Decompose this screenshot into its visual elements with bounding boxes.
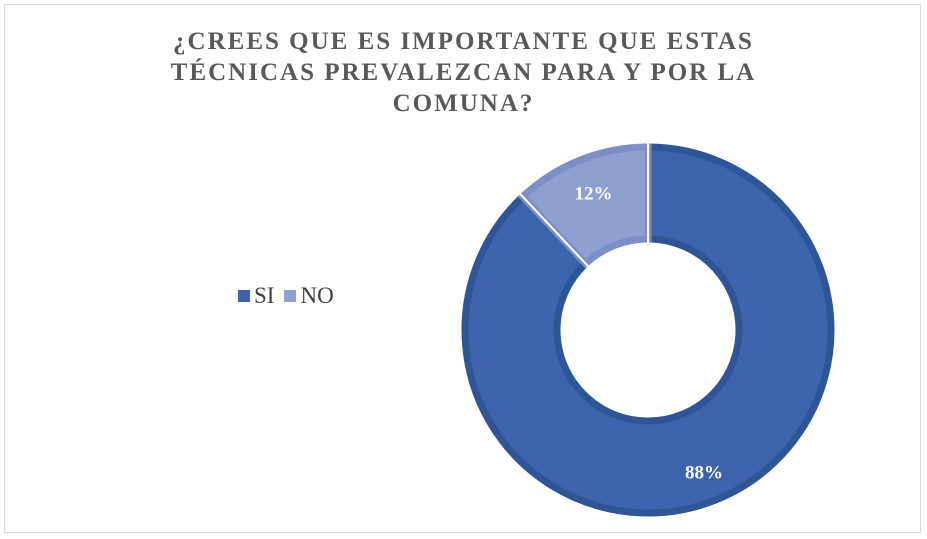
data-label-no: 12% xyxy=(575,183,613,204)
data-label-si: 88% xyxy=(685,462,723,483)
